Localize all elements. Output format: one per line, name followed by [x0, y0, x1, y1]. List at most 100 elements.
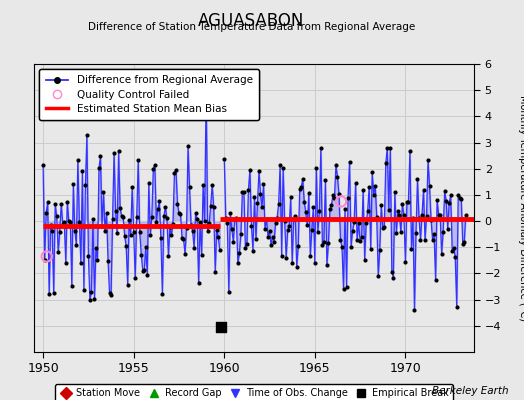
Point	[239, 188, 248, 195]
Point	[90, 296, 99, 303]
Point	[124, 281, 132, 288]
Point	[364, 208, 372, 214]
Point	[243, 241, 251, 247]
Point	[332, 162, 340, 168]
Point	[57, 200, 66, 207]
Point	[354, 220, 363, 226]
Point	[378, 225, 387, 232]
Point	[353, 237, 361, 244]
Point	[223, 220, 232, 226]
Point	[282, 254, 290, 261]
Point	[141, 244, 150, 251]
Point	[415, 214, 423, 221]
Point	[170, 170, 179, 176]
Point	[49, 290, 58, 296]
Point	[191, 210, 200, 216]
Point	[434, 212, 443, 218]
Point	[244, 187, 253, 193]
Point	[285, 223, 293, 230]
Point	[198, 252, 206, 258]
Point	[131, 275, 139, 281]
Point	[321, 177, 330, 184]
Point	[199, 182, 208, 188]
Point	[373, 214, 381, 220]
Point	[43, 199, 52, 205]
Point	[371, 182, 379, 189]
Point	[215, 247, 224, 253]
Point	[107, 292, 115, 298]
Point	[110, 149, 118, 156]
Point	[369, 192, 378, 198]
Point	[407, 245, 416, 252]
Point	[179, 236, 188, 242]
Point	[71, 228, 79, 234]
Point	[188, 228, 196, 234]
Point	[68, 283, 76, 289]
Point	[448, 247, 456, 254]
Point	[206, 202, 215, 209]
Point	[101, 228, 109, 235]
Point	[162, 215, 171, 222]
Point	[164, 253, 172, 260]
Point	[428, 237, 436, 243]
Point	[128, 184, 136, 190]
Point	[289, 215, 298, 222]
Point	[134, 157, 143, 163]
Point	[172, 166, 180, 173]
Point	[316, 144, 325, 151]
Point	[175, 210, 183, 217]
Point	[56, 228, 64, 235]
Point	[308, 227, 316, 233]
Point	[86, 296, 94, 303]
Point	[412, 230, 420, 237]
Point	[167, 232, 176, 238]
Point	[39, 162, 47, 168]
Point	[352, 180, 360, 186]
Point	[455, 194, 464, 201]
Point	[205, 220, 213, 227]
Point	[80, 287, 88, 294]
Point	[446, 192, 455, 199]
Point	[129, 229, 138, 236]
Point	[169, 221, 177, 227]
Point	[96, 153, 105, 160]
Point	[388, 268, 396, 275]
Point	[383, 144, 391, 151]
Point	[64, 218, 73, 225]
Point	[294, 243, 302, 250]
Point	[89, 216, 97, 222]
Point	[425, 183, 434, 190]
Point	[441, 188, 449, 194]
Point	[196, 218, 204, 225]
Y-axis label: Monthly Temperature Anomaly Difference (°C): Monthly Temperature Anomaly Difference (…	[518, 95, 524, 321]
Point	[92, 244, 100, 251]
Point	[231, 216, 239, 223]
Point	[460, 238, 468, 245]
Point	[155, 198, 163, 205]
Point	[386, 144, 395, 151]
Point	[304, 190, 313, 196]
Point	[336, 237, 345, 244]
Point	[108, 216, 117, 222]
Point	[350, 219, 358, 226]
Point	[194, 280, 203, 286]
Point	[210, 204, 218, 210]
Point	[283, 227, 292, 234]
Point	[337, 198, 345, 205]
Point	[368, 169, 376, 176]
Point	[61, 260, 70, 266]
Point	[234, 260, 242, 266]
Point	[182, 225, 191, 231]
Point	[401, 258, 410, 265]
Point	[311, 260, 319, 266]
Point	[261, 226, 269, 232]
Point	[406, 148, 414, 154]
Point	[229, 238, 237, 245]
Point	[268, 234, 277, 240]
Point	[122, 243, 130, 249]
Point	[246, 166, 254, 173]
Point	[453, 304, 461, 311]
Point	[454, 191, 462, 198]
Point	[376, 246, 384, 253]
Point	[185, 184, 194, 190]
